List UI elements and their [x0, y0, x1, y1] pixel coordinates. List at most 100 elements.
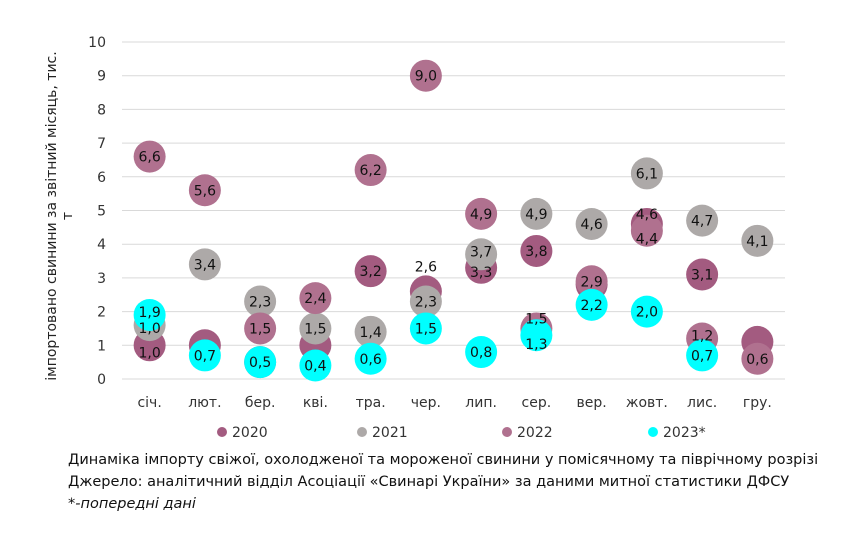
- data-label: 4,1: [746, 234, 768, 250]
- data-label: 4,9: [525, 207, 547, 223]
- data-label: 2,9: [580, 274, 602, 290]
- y-tick-label: 10: [88, 35, 106, 51]
- x-tick-label: лис.: [687, 395, 717, 411]
- bubble-2022-вер.: [575, 265, 608, 298]
- data-label: 1,5: [249, 321, 271, 337]
- bubble-2022-лют.: [188, 174, 221, 207]
- data-label: 9,0: [415, 69, 437, 85]
- data-label: 1,0: [138, 321, 160, 337]
- data-label: 0,5: [249, 355, 271, 371]
- bubble-2022-кві.: [299, 282, 332, 315]
- bubble-2023*-лют.: [188, 339, 221, 372]
- data-label: 3,7: [470, 244, 492, 260]
- bubble-2023*-лис.: [686, 339, 719, 372]
- bubble-2023*-тра.: [354, 342, 387, 375]
- data-label: 2,4: [304, 291, 326, 307]
- legend-label: 2020: [232, 425, 268, 441]
- caption-title: Динаміка імпорту свіжої, охолодженої та …: [68, 452, 819, 468]
- bubble-2020-сер.: [520, 234, 553, 267]
- bubble-2022-бер.: [244, 312, 277, 345]
- data-label: 0,7: [194, 348, 216, 364]
- bubble-2022-тра.: [354, 154, 387, 187]
- bubble-2023*-лип.: [465, 336, 498, 369]
- bubble-2021-сер.: [520, 197, 553, 230]
- data-label: 4,6: [580, 217, 602, 233]
- bubble-2022-лип.: [465, 197, 498, 230]
- legend-marker-2022: [502, 427, 512, 437]
- data-label: 4,6: [636, 207, 658, 223]
- bubble-2023*-кві.: [299, 349, 332, 382]
- data-label: 6,2: [359, 163, 381, 179]
- data-label: 2,3: [415, 294, 437, 310]
- x-tick-label: гру.: [743, 395, 772, 411]
- bubble-2023*-січ.: [133, 298, 166, 331]
- data-label: 2,0: [636, 305, 658, 321]
- bubble-2022-чер.: [409, 59, 442, 92]
- bubble-2021-чер.: [409, 285, 442, 318]
- bubble-2021-жовт.: [630, 157, 663, 190]
- y-tick-label: 5: [97, 204, 106, 220]
- x-tick-label: чер.: [411, 395, 441, 411]
- y-tick-label: 6: [97, 170, 106, 186]
- data-label: 0,7: [691, 348, 713, 364]
- data-label: 1,5: [304, 321, 326, 337]
- bubble-2020-лис.: [686, 258, 719, 291]
- legend-marker-2023*: [648, 427, 658, 437]
- data-label: 3,4: [194, 257, 216, 273]
- bubble-2022-гру.: [741, 342, 774, 375]
- caption-note: *-попередні дані: [68, 496, 196, 512]
- data-label: 2,3: [249, 294, 271, 310]
- data-label: 1,3: [525, 337, 547, 353]
- data-label: 1,2: [691, 329, 713, 345]
- bubble-2021-гру.: [741, 224, 774, 257]
- x-tick-label: кві.: [303, 395, 328, 411]
- bubble-2021-вер.: [575, 207, 608, 240]
- bubble-2021-лип.: [465, 238, 498, 271]
- y-tick-label: 7: [97, 136, 106, 152]
- x-tick-label: вер.: [577, 395, 607, 411]
- data-label: 3,1: [691, 268, 713, 284]
- x-tick-label: тра.: [356, 395, 386, 411]
- data-label: 1,0: [138, 345, 160, 361]
- data-label: 1,4: [359, 325, 381, 341]
- legend-label: 2023*: [663, 425, 706, 441]
- x-tick-label: бер.: [245, 395, 276, 411]
- bubble-2023*-жовт.: [630, 295, 663, 328]
- bubble-2021-тра.: [354, 315, 387, 348]
- y-tick-label: 2: [97, 305, 106, 321]
- data-label: 0,8: [470, 345, 492, 361]
- bubble-2022-жовт.: [630, 214, 663, 247]
- bubble-2023*-сер.: [520, 319, 553, 352]
- legend-label: 2021: [372, 425, 408, 441]
- bubble-2021-кві.: [299, 312, 332, 345]
- x-tick-label: жовт.: [626, 395, 668, 411]
- data-label: 3,8: [525, 244, 547, 260]
- y-axis-label: імпортовано свинини за звітний місяць, т…: [44, 51, 76, 381]
- data-label: 1,5: [415, 321, 437, 337]
- x-tick-label: лип.: [465, 395, 497, 411]
- y-tick-label: 9: [97, 69, 106, 85]
- y-tick-label: 8: [97, 102, 106, 118]
- data-label: 6,6: [138, 150, 160, 166]
- data-label: 2,6: [415, 259, 437, 275]
- y-tick-label: 1: [97, 338, 106, 354]
- caption-source: Джерело: аналітичний відділ Асоціації «С…: [68, 474, 790, 490]
- data-label: 3,2: [359, 264, 381, 280]
- bubble-2023*-вер.: [575, 288, 608, 321]
- x-tick-label: січ.: [137, 395, 161, 411]
- legend-marker-2020: [217, 427, 227, 437]
- data-label: 1,5: [525, 311, 547, 327]
- data-label: 2,2: [580, 298, 602, 314]
- data-label: 6,1: [636, 166, 658, 182]
- legend-label: 2022: [517, 425, 553, 441]
- data-label: 1,9: [138, 305, 160, 321]
- y-tick-label: 0: [97, 372, 106, 388]
- bubble-2021-бер.: [244, 285, 277, 318]
- bubble-2021-лис.: [686, 204, 719, 237]
- bubble-2023*-чер.: [409, 312, 442, 345]
- data-label: 4,9: [470, 207, 492, 223]
- y-tick-label: 4: [97, 237, 106, 253]
- data-label: 0,6: [746, 352, 768, 368]
- bubble-2021-лют.: [188, 248, 221, 281]
